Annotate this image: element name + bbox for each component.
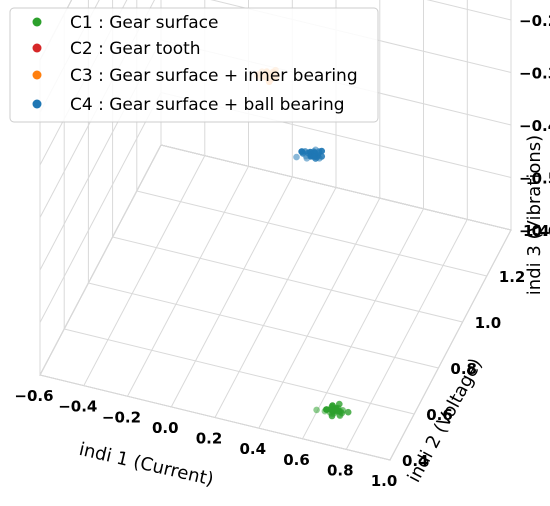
grid-lines [39,0,512,461]
x-tick-labels: −0.6 −0.4 −0.2 0.0 0.2 0.4 0.6 0.8 1.0 [14,387,397,490]
y-axis-label: indi 2 (Voltage) [404,355,487,486]
legend-label-c2: C2 : Gear tooth [70,39,201,59]
legend-label-c4: C4 : Gear surface + ball bearing [70,95,345,115]
legend-label-c1: C1 : Gear surface [70,13,219,33]
data-point [339,407,347,414]
data-point [328,406,336,413]
data-point [316,155,323,162]
y-tick-label: 1.4 [523,222,550,240]
legend-label-c3: C3 : Gear surface + inner bearing [70,66,358,86]
z-axis-label: indi 3 (Vibrations) [524,135,545,295]
legend-entry-c1: C1 : Gear surface [32,13,219,33]
x-tick-label: −0.2 [102,408,141,426]
grid-line-x-floor [258,197,381,429]
data-point [310,153,318,161]
legend-marker-c3 [32,70,42,80]
data-point [344,408,352,416]
grid-line-x-floor [214,187,337,418]
legend-frame [9,7,379,123]
x-tick-label: −0.6 [14,387,53,405]
legend: C1 : Gear surface C2 : Gear tooth C3 : G… [9,7,379,123]
data-point [311,149,319,157]
series-1-points [313,400,352,420]
grid-line-y-floor [88,282,439,369]
x-tick-label: 0.0 [152,419,179,437]
y-tick-labels: 0.4 0.6 0.8 1.0 1.2 1.4 [402,222,550,470]
y-tick-label: 0.4 [402,452,429,470]
data-point [299,150,307,157]
y-tick-label: 1.0 [475,314,502,332]
series-4-points [293,146,326,162]
grid-line-x-floor [389,229,512,461]
grid-line-x-floor [83,155,206,386]
legend-entry-c3: C3 : Gear surface + inner bearing [32,66,358,86]
grid-line-z-side [39,92,162,323]
z-tick-label: −0.5 [519,170,550,188]
grid-line-x-floor [170,176,293,408]
grid-line-z-back [160,144,512,231]
legend-marker-c1 [32,17,42,27]
data-point [321,407,329,415]
grid-line-z-side [39,144,162,376]
legend-marker-c2 [32,43,42,53]
x-tick-label: 0.8 [327,461,354,479]
grid-line-z-back [426,0,512,21]
grid-line-y-floor [136,190,487,277]
z-tick-label: −0.3 [519,65,550,83]
x-tick-label: 0.6 [283,451,310,469]
data-point [336,412,344,420]
x-tick-label: 0.2 [196,430,223,448]
x-tick-label: −0.4 [58,398,97,416]
z-tick-labels: 0.0−0.1−0.2−0.3−0.4−0.5−0.6 [519,12,550,240]
legend-marker-c4 [32,99,42,109]
legend-entry-c4: C4 : Gear surface + ball bearing [32,95,345,115]
grid-line-y-floor [112,236,463,323]
x-tick-label: 0.4 [240,440,267,458]
grid-line-y-floor [64,328,415,415]
data-point [293,153,300,161]
data-point [313,406,320,414]
x-tick-label: 1.0 [371,472,398,490]
y-tick-label: 0.8 [450,360,477,378]
grid-line-y-floor [39,374,391,461]
z-tick-label: −0.2 [519,12,550,30]
grid-line-x-floor [127,166,249,397]
y-tick-label: 0.6 [426,406,453,424]
grid-line-x-floor [302,208,424,440]
legend-entry-c2: C2 : Gear tooth [32,39,201,59]
z-tick-label: −0.4 [519,117,550,135]
z-tick-label: −0.6 [519,222,550,240]
y-tick-label: 1.2 [499,268,526,286]
grid-line-x-floor [345,219,468,450]
